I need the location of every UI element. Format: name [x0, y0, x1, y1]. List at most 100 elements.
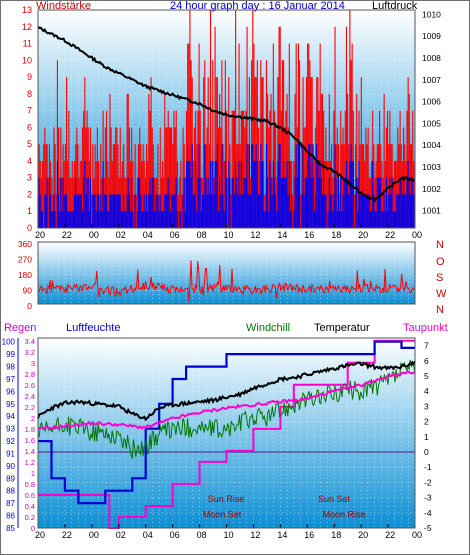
panel-border	[37, 241, 416, 305]
x-tick-label: 08	[197, 530, 207, 540]
humidity-tick-label: 96	[6, 387, 15, 396]
pressure-tick-label: 1001	[422, 206, 441, 216]
x-tick-label: 06	[170, 530, 180, 540]
rain-tick-label: 1	[31, 469, 35, 478]
x-tick-label: 00	[412, 230, 422, 240]
humidity-tick-label: 91	[6, 449, 15, 458]
wind-tick-label: 2	[27, 189, 32, 199]
humidity-tick-label: 94	[6, 412, 15, 421]
humidity-tick-label: 98	[6, 363, 15, 372]
direction-tick-label: 0	[27, 301, 32, 311]
pressure-tick-label: 1002	[422, 184, 441, 194]
temperature-tick-label: 5	[424, 371, 429, 381]
wind-direction-plot-area	[38, 242, 415, 304]
x-tick-label: 00	[89, 530, 99, 540]
wind-tick-label: 1	[27, 206, 32, 216]
pressure-label: Luftdruck	[372, 0, 418, 12]
rain-tick-label: 0.4	[25, 502, 35, 511]
wind-tick-label: 12	[22, 22, 32, 32]
x-tick-label: 22	[385, 530, 395, 540]
compass-label: S	[436, 272, 443, 284]
x-tick-label: 14	[277, 530, 287, 540]
wind-tick-label: 6	[27, 122, 32, 132]
rain-tick-label: 0.6	[25, 491, 35, 500]
x-tick-label: 08	[197, 230, 207, 240]
pressure-tick-label: 1006	[422, 97, 441, 107]
pressure-tick-label: 1008	[422, 53, 441, 63]
x-tick-label: 18	[331, 230, 341, 240]
humidity-tick-label: 99	[6, 350, 15, 359]
temperature-tick-label: 3	[424, 401, 429, 411]
climate-plot-area	[38, 338, 415, 528]
humidity-line	[38, 340, 415, 505]
humidity-tick-label: 90	[6, 462, 15, 471]
wind-tick-label: 8	[27, 89, 32, 99]
rain-tick-label: 0	[31, 524, 35, 533]
astro-annotation: Moon Set	[203, 509, 242, 519]
humidity-tick-label: 89	[6, 474, 15, 483]
humidity-tick-label: 100	[2, 338, 16, 347]
rain-tick-label: 1.4	[25, 447, 35, 456]
pressure-tick-label: 1007	[422, 75, 441, 85]
climate-marks: Sun Rise Moon Set Sun Set Moon Rise 85 86 87 88…	[2, 337, 432, 540]
temperature-tick-label: 0	[424, 447, 429, 457]
humidity-tick-label: 87	[6, 499, 15, 508]
temperature-tick-label: -3	[424, 493, 432, 503]
temperature-tick-label: 7	[424, 341, 429, 351]
humidity-tick-label: 95	[6, 400, 15, 409]
rain-tick-label: 0.8	[25, 480, 35, 489]
direction-tick-label: 270	[18, 255, 32, 265]
compass-label: W	[436, 288, 447, 300]
humidity-tick-label: 88	[6, 487, 15, 496]
temperature-tick-label: 4	[424, 386, 429, 396]
x-tick-label: 18	[331, 530, 341, 540]
rain-tick-label: 1.8	[25, 425, 35, 434]
temperature-tick-label: -2	[424, 477, 432, 487]
rain-tick-label: 1.6	[25, 436, 35, 445]
x-tick-label: 22	[62, 230, 72, 240]
direction-tick-label: 360	[18, 239, 32, 249]
pressure-line	[37, 26, 416, 204]
wind-tick-label: 11	[23, 39, 32, 49]
x-tick-label: 22	[385, 230, 395, 240]
humidity-tick-label: 86	[6, 512, 15, 521]
chart-title: 24 hour graph day : 16 Januar 2014	[170, 0, 345, 12]
panel-border	[37, 9, 416, 229]
wind-tick-label: 5	[27, 139, 32, 149]
dewpoint-label: Taupunkt	[403, 322, 448, 334]
pressure-tick-label: 1010	[422, 9, 441, 19]
wind-tick-label: 9	[27, 72, 32, 82]
compass-label: N	[436, 304, 444, 316]
humidity-tick-label: 85	[6, 524, 15, 533]
rain-tick-label: 2.6	[25, 381, 35, 390]
rain-tick-label: 2	[31, 414, 35, 423]
x-tick-label: 10	[223, 530, 233, 540]
x-tick-label: 14	[277, 230, 287, 240]
temperature-tick-label: 6	[424, 356, 429, 366]
temperature-tick-label: -5	[424, 523, 432, 533]
compass-label: N	[436, 239, 444, 251]
pressure-tick-label: 1003	[422, 162, 441, 172]
pressure-tick-label: 1004	[422, 140, 441, 150]
x-tick-label: 04	[143, 230, 153, 240]
rain-tick-label: 3.2	[25, 348, 35, 357]
x-tick-label: 20	[358, 230, 368, 240]
rain-label: Regen	[4, 322, 36, 334]
temperature-tick-label: 1	[424, 432, 429, 442]
astro-annotation: Moon Rise	[322, 509, 365, 519]
x-tick-label: 20	[358, 530, 368, 540]
wind-tick-label: 0	[27, 223, 32, 233]
windchill-line	[37, 359, 416, 459]
x-tick-label: 12	[250, 530, 260, 540]
direction-tick-label: 180	[18, 270, 32, 280]
temperature-tick-label: 2	[424, 417, 429, 427]
x-tick-label: 20	[35, 230, 45, 240]
wind-pressure-marks: 0123456789101112131001100210031004100510…	[22, 5, 441, 240]
pressure-tick-label: 1009	[422, 31, 441, 41]
temperature-tick-label: -1	[424, 462, 432, 472]
x-tick-label: 02	[116, 230, 126, 240]
wind-tick-label: 13	[22, 5, 32, 15]
rain-tick-label: 3.4	[25, 337, 35, 346]
